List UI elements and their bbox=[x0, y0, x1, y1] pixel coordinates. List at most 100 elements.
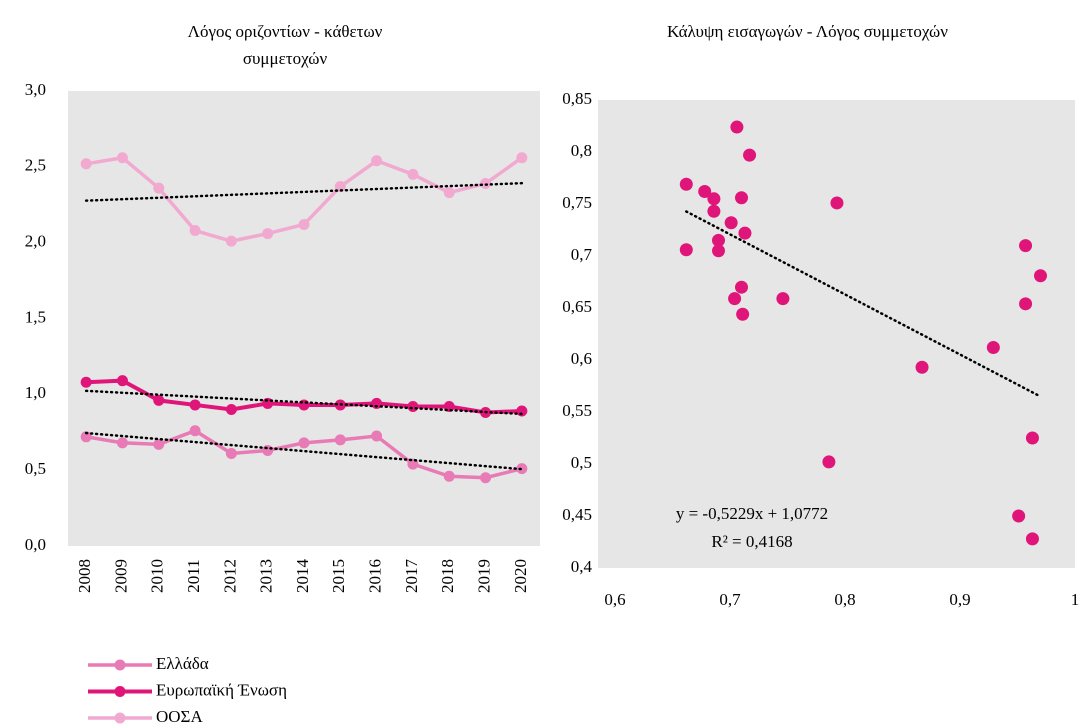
point bbox=[189, 399, 201, 411]
point bbox=[298, 218, 310, 230]
point bbox=[915, 360, 929, 374]
point bbox=[822, 455, 836, 469]
point bbox=[516, 405, 528, 417]
y-tick-label: 3,0 bbox=[25, 80, 46, 99]
chart-title: συμμετοχών bbox=[243, 49, 328, 68]
trendline bbox=[84, 431, 524, 471]
point bbox=[707, 192, 721, 206]
point bbox=[334, 181, 346, 193]
y-tick-label: 0,5 bbox=[571, 453, 592, 472]
point bbox=[153, 438, 165, 450]
x-tick-label: 2015 bbox=[329, 559, 348, 593]
point bbox=[116, 437, 128, 449]
point bbox=[262, 444, 274, 456]
point bbox=[189, 225, 201, 237]
x-tick-label: 2019 bbox=[474, 559, 493, 593]
x-tick-label: 1 bbox=[1071, 590, 1080, 609]
point bbox=[735, 191, 748, 205]
y-tick-label: 0,6 bbox=[571, 349, 592, 368]
point bbox=[712, 233, 725, 247]
x-tick-label: 2010 bbox=[148, 559, 167, 593]
annotation: R² = 0,4168 bbox=[711, 532, 792, 551]
y-tick-label: 0,7 bbox=[571, 245, 593, 264]
y-tick-label: 0,4 bbox=[571, 557, 593, 576]
x-tick-label: 0,8 bbox=[834, 590, 855, 609]
point bbox=[80, 158, 92, 170]
point bbox=[1025, 532, 1039, 546]
x-tick-label: 2013 bbox=[257, 559, 276, 593]
point bbox=[116, 375, 128, 387]
point bbox=[1025, 431, 1039, 445]
point bbox=[80, 376, 92, 388]
y-tick-label: 0,5 bbox=[25, 459, 46, 478]
x-tick-label: 2011 bbox=[184, 559, 203, 592]
y-tick-label: 2,5 bbox=[25, 156, 46, 175]
point bbox=[1019, 239, 1033, 253]
point bbox=[712, 244, 725, 258]
point bbox=[1012, 509, 1026, 523]
y-tick-label: 0,45 bbox=[562, 505, 592, 524]
point bbox=[443, 187, 455, 199]
trendline bbox=[685, 210, 1042, 398]
x-tick-label: 2018 bbox=[438, 559, 457, 593]
point bbox=[153, 394, 165, 406]
x-tick-label: 0,6 bbox=[604, 590, 625, 609]
point bbox=[407, 400, 419, 412]
point bbox=[986, 341, 1000, 355]
legend-marker bbox=[114, 659, 126, 671]
y-tick-label: 1,5 bbox=[25, 307, 46, 326]
point bbox=[743, 148, 757, 162]
point bbox=[443, 470, 455, 482]
y-tick-label: 2,0 bbox=[25, 232, 46, 251]
point bbox=[153, 182, 165, 194]
point bbox=[116, 152, 128, 164]
point bbox=[698, 185, 712, 199]
y-tick-label: 0,65 bbox=[562, 297, 592, 316]
y-tick-label: 0,8 bbox=[571, 141, 592, 160]
x-tick-label: 2017 bbox=[402, 559, 421, 594]
plot-area bbox=[68, 91, 540, 546]
x-tick-label: 2009 bbox=[111, 559, 130, 593]
point bbox=[371, 430, 383, 442]
y-tick-label: 0,85 bbox=[562, 89, 592, 108]
plot-area bbox=[598, 100, 1075, 568]
point bbox=[80, 431, 92, 443]
y-tick-label: 0,55 bbox=[562, 401, 592, 420]
point bbox=[830, 196, 844, 210]
point bbox=[1019, 297, 1033, 311]
point bbox=[679, 177, 693, 191]
legend-marker bbox=[114, 686, 126, 697]
annotation: y = -0,5229x + 1,0772 bbox=[676, 504, 828, 523]
y-tick-label: 0,75 bbox=[562, 193, 592, 212]
point bbox=[334, 434, 346, 446]
chart-title: Κάλυψη εισαγωγών - Λόγος συμμετοχών bbox=[667, 22, 948, 41]
chart-title: Λόγος οριζοντίων - κάθετων bbox=[188, 22, 383, 41]
legend-label: Ελλάδα bbox=[156, 654, 209, 673]
y-tick-label: 1,0 bbox=[25, 383, 46, 402]
point bbox=[225, 447, 237, 459]
point bbox=[262, 228, 274, 240]
x-tick-label: 2008 bbox=[75, 559, 94, 593]
y-tick-label: 0,0 bbox=[25, 535, 46, 554]
x-tick-label: 2012 bbox=[220, 559, 239, 593]
point bbox=[776, 292, 790, 306]
point bbox=[189, 425, 201, 437]
legend-label: Ευρωπαϊκή Ένωση bbox=[156, 680, 287, 699]
x-tick-label: 2020 bbox=[511, 559, 530, 593]
point bbox=[738, 226, 752, 240]
point bbox=[736, 307, 750, 321]
point bbox=[679, 243, 693, 257]
x-tick-label: 0,9 bbox=[949, 590, 970, 609]
point bbox=[724, 216, 738, 230]
point bbox=[371, 155, 383, 167]
point bbox=[735, 280, 748, 294]
legend-marker bbox=[114, 712, 126, 724]
point bbox=[371, 397, 383, 409]
point bbox=[728, 292, 742, 306]
x-tick-label: 0,7 bbox=[719, 590, 741, 609]
point bbox=[298, 399, 310, 411]
point bbox=[1034, 269, 1047, 283]
point bbox=[516, 152, 528, 164]
point bbox=[225, 235, 237, 247]
